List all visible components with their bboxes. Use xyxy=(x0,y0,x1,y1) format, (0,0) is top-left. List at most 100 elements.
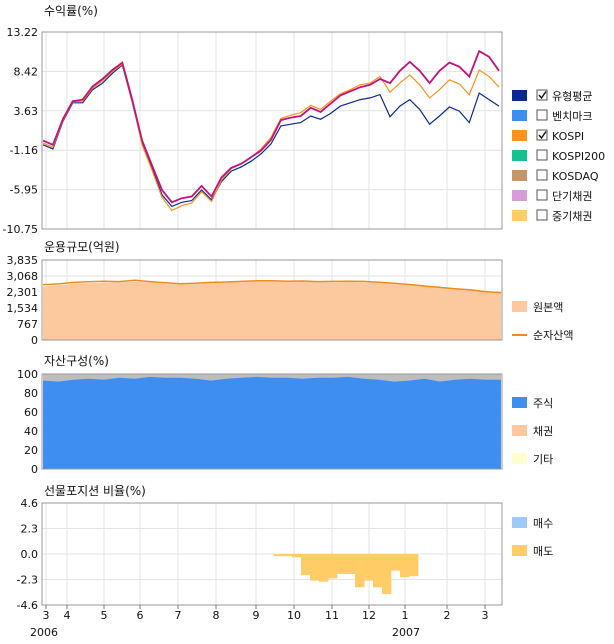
legend-swatch xyxy=(512,545,527,556)
y-tick-label: -1.16 xyxy=(10,144,38,157)
y-tick-label: -5.95 xyxy=(10,184,38,197)
legend-checkbox[interactable] xyxy=(536,149,548,161)
year-label: 2006 xyxy=(30,626,58,639)
legend-checkbox[interactable] xyxy=(536,209,548,221)
y-tick-label: 60 xyxy=(24,406,38,419)
bar-sell xyxy=(373,554,383,588)
y-tick-label: 0 xyxy=(31,463,38,476)
y-tick-label: 40 xyxy=(24,425,38,438)
bar-sell xyxy=(337,554,347,574)
line-series-kospi xyxy=(42,63,500,212)
legend-swatch xyxy=(512,170,527,181)
y-tick-label: -2.3 xyxy=(17,574,38,587)
legend-label: 벤치마크 xyxy=(552,110,592,123)
return-panel: 수익률(%) 13.22 8.42 3.63 -1.16 -5.95 -10.75 xyxy=(3,4,503,236)
y-tick-label: -10.75 xyxy=(3,223,38,236)
asset-mix-panel: 자산구성(%) 100 80 60 40 20 0 xyxy=(17,354,503,476)
legend-label: 원본액 xyxy=(533,301,563,314)
x-tick-label: 3 xyxy=(482,609,489,622)
y-tick-label: 8.42 xyxy=(14,65,39,78)
legend-swatch xyxy=(512,210,527,221)
legend-swatch xyxy=(512,425,527,436)
legend-label: 단기채권 xyxy=(552,190,592,203)
y-tick-label: 20 xyxy=(24,444,38,457)
y-tick-label: 767 xyxy=(17,318,38,331)
x-tick-label: 4 xyxy=(64,609,71,622)
plot-frame xyxy=(41,259,503,341)
bar-sell xyxy=(364,554,374,581)
legend-label: 매수 xyxy=(533,517,553,530)
legend-label: KOSDAQ xyxy=(552,170,599,183)
y-tick-label: 2,301 xyxy=(7,286,39,299)
checkmark-icon xyxy=(538,131,547,140)
x-tick-label: 7 xyxy=(175,609,182,622)
legend-swatch xyxy=(512,150,527,161)
bar-sell xyxy=(355,554,365,588)
x-tick-label: 8 xyxy=(213,609,220,622)
legend-swatch xyxy=(512,301,527,312)
area-principal xyxy=(43,281,501,340)
return-title: 수익률(%) xyxy=(44,4,98,18)
area-stocks xyxy=(43,376,501,469)
legend-label: 주식 xyxy=(533,397,553,410)
legend-label: 기타 xyxy=(533,453,553,466)
bar-sell xyxy=(346,554,356,574)
legend-label: KOSPI xyxy=(552,130,584,143)
x-tick-label: 10 xyxy=(287,609,301,622)
plot-frame xyxy=(41,502,503,606)
y-tick-label: 0.0 xyxy=(21,548,39,561)
y-tick-label: 3,835 xyxy=(7,254,39,267)
legend-swatch xyxy=(512,190,527,201)
bar-sell xyxy=(391,554,401,571)
legend-swatch xyxy=(512,130,527,141)
legend-swatch xyxy=(512,90,527,101)
y-tick-label: 80 xyxy=(24,387,38,400)
bar-sell xyxy=(409,554,419,577)
y-tick-label: 13.22 xyxy=(7,26,39,39)
legend-checkbox[interactable] xyxy=(536,89,548,101)
bar-sell xyxy=(319,554,329,582)
y-tick-label: -4.6 xyxy=(17,599,38,612)
bar-sell xyxy=(400,554,410,578)
legend-label: 채권 xyxy=(533,425,553,438)
x-tick-label: 3 xyxy=(43,609,50,622)
bar-sell xyxy=(382,554,392,594)
aum-title: 운용규모(억원) xyxy=(44,240,120,254)
plot-frame xyxy=(41,373,503,470)
bar-sell xyxy=(283,554,293,557)
legend-label: 매도 xyxy=(533,545,553,558)
bar-sell xyxy=(301,554,311,576)
futures-title: 선물포지션 비율(%) xyxy=(44,484,146,498)
year-label: 2007 xyxy=(392,626,420,639)
legend-checkbox[interactable] xyxy=(536,109,548,121)
y-tick-label: 0 xyxy=(31,334,38,347)
y-tick-label: 100 xyxy=(17,368,38,381)
futures-panel: 선물포지션 비율(%) 4.6 2.3 0.0 -2.3 -4.6 xyxy=(17,484,503,612)
bar-sell xyxy=(310,554,320,581)
line-net-assets xyxy=(42,279,502,294)
line-series-fund xyxy=(42,49,500,204)
x-tick-label: 9 xyxy=(253,609,260,622)
legend-label: KOSPI200 xyxy=(552,150,605,163)
x-tick-label: 6 xyxy=(137,609,144,622)
legend-checkbox[interactable] xyxy=(536,169,548,181)
bar-sell xyxy=(274,554,284,557)
asset-mix-title: 자산구성(%) xyxy=(44,354,109,368)
legend-swatch xyxy=(512,397,527,408)
bar-sell xyxy=(292,554,302,558)
y-tick-label: 4.6 xyxy=(21,497,39,510)
line-series-type-average xyxy=(42,63,500,208)
checkmark-icon xyxy=(538,91,547,100)
x-tick-label: 1 xyxy=(402,609,409,622)
x-tick-label: 12 xyxy=(362,609,376,622)
y-tick-label: 2.3 xyxy=(21,523,39,536)
legend-checkbox[interactable] xyxy=(536,129,548,141)
x-tick-label: 2 xyxy=(444,609,451,622)
legend-checkbox[interactable] xyxy=(536,189,548,201)
plot-frame xyxy=(41,31,503,230)
aum-panel: 운용규모(억원) 3,835 3,068 2,301 1,534 767 0 xyxy=(7,240,503,347)
legend-swatch xyxy=(512,110,527,121)
